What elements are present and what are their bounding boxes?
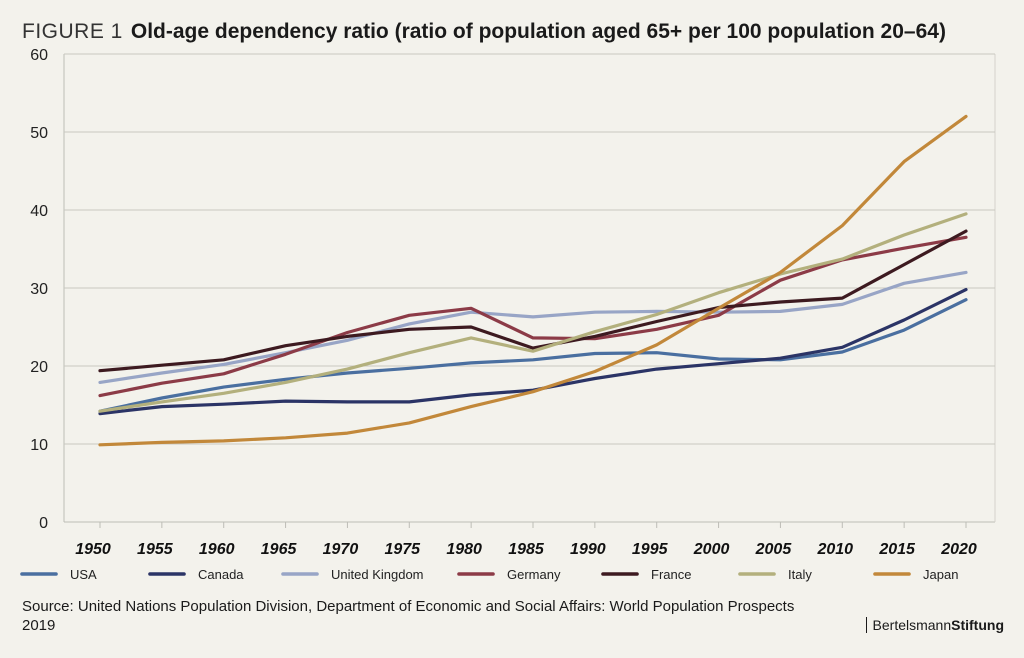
figure-label: FIGURE 1: [22, 20, 123, 43]
series-line-usa: [98, 298, 968, 413]
brand-name-part1: Bertelsmann: [872, 617, 952, 633]
x-tick-label: 2010: [816, 541, 853, 558]
chart-title: Old-age dependency ratio (ratio of popul…: [130, 20, 946, 43]
y-tick-label: 40: [30, 203, 48, 220]
legend-label-japan: Japan: [923, 567, 958, 582]
legend: USA Canada United Kingdom Germany France Ital…: [20, 567, 958, 582]
x-tick-label: 1990: [570, 541, 606, 558]
legend-label-germany: Germany: [507, 567, 561, 582]
legend-label-italy: Italy: [788, 567, 812, 582]
x-tick-label: 1960: [199, 541, 235, 558]
series-layer: [98, 114, 968, 447]
series-line-italy: [98, 212, 968, 413]
y-tick-label: 60: [30, 47, 48, 64]
x-tick-label: 2015: [878, 541, 916, 558]
legend-label-france: France: [651, 567, 691, 582]
legend-label-usa: USA: [70, 567, 97, 582]
x-tick-label: 2005: [755, 541, 793, 558]
y-axis-ticks: 0 10 20 30 40 50 60: [30, 47, 48, 532]
y-tick-label: 30: [30, 281, 48, 298]
x-tick-label: 1950: [75, 541, 111, 558]
legend-label-canada: Canada: [198, 567, 244, 582]
y-tick-label: 0: [39, 515, 48, 532]
brand-logo: BertelsmannStiftung: [865, 617, 1004, 633]
x-tick-label: 1975: [384, 541, 421, 558]
x-tick-label: 1995: [632, 541, 669, 558]
series-line-france: [98, 229, 968, 373]
x-tick-label: 2020: [940, 541, 977, 558]
chart-title-row: FIGURE 1 Old-age dependency ratio (ratio …: [22, 20, 946, 44]
brand-name-part2: Stiftung: [951, 617, 1004, 633]
x-tick-label: 1970: [323, 541, 359, 558]
x-tick-label: 1965: [261, 541, 298, 558]
legend-label-united-kingdom: United Kingdom: [331, 567, 424, 582]
x-axis-ticks: 1950 1955 1960 1965 1970 1975 1980 1985 1990 1995…: [75, 522, 977, 558]
grid-layer: [63, 53, 996, 523]
source-note: Source: United Nations Population Divisi…: [22, 598, 795, 634]
y-tick-label: 10: [30, 437, 48, 454]
series-line-germany: [98, 235, 968, 398]
y-tick-label: 50: [30, 125, 48, 142]
series-line-united-kingdom: [98, 270, 968, 384]
x-tick-label: 1955: [137, 541, 174, 558]
x-tick-label: 1980: [446, 541, 482, 558]
x-tick-label: 2000: [693, 541, 730, 558]
series-line-japan: [98, 114, 968, 447]
y-tick-label: 20: [30, 359, 48, 376]
x-tick-label: 1985: [508, 541, 545, 558]
